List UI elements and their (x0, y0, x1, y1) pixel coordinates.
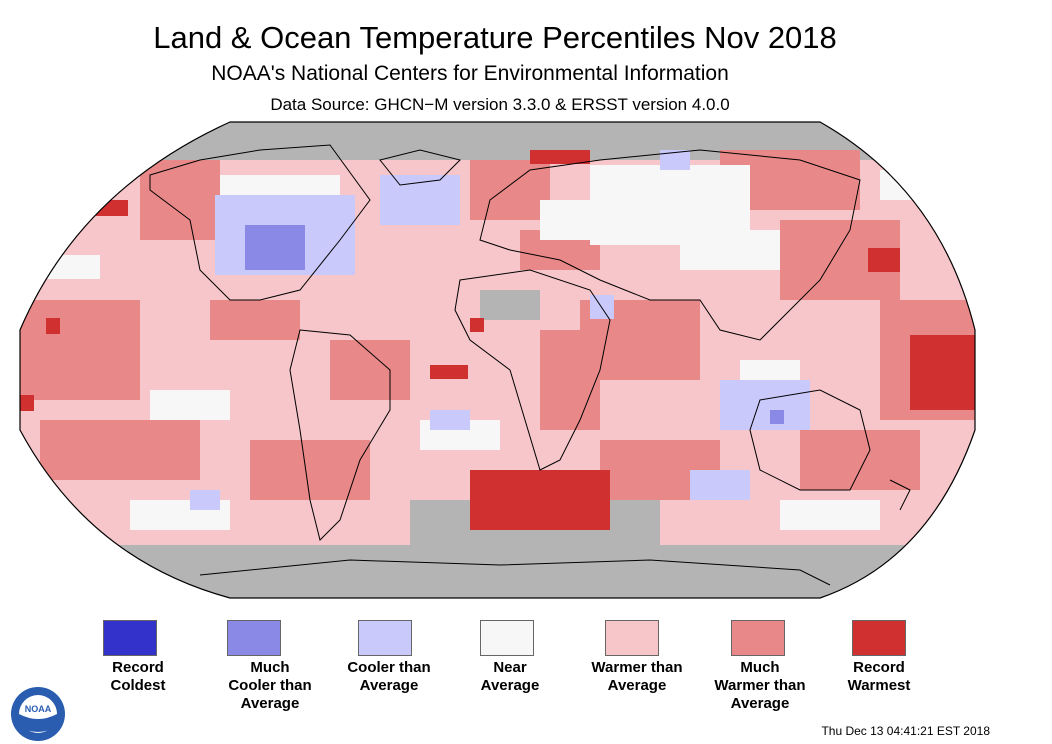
record-warm-cell (868, 248, 900, 272)
missing-sahara (480, 290, 540, 320)
cooler-cell (190, 490, 220, 510)
legend-label-cooler: Cooler than Average (347, 659, 431, 694)
legend-swatch-near-average (480, 620, 534, 656)
australia-outline (749, 389, 871, 491)
legend-label-much-cooler: Much Cooler than Average (228, 659, 312, 712)
near-average-cell (680, 230, 780, 270)
legend-label-near-average: Near Average (480, 659, 540, 694)
near-average-cell (780, 500, 880, 530)
new-zealand-outline (889, 479, 911, 511)
map-subtitle: NOAA's National Centers for Environmenta… (211, 62, 729, 85)
africa-outline (454, 269, 611, 471)
cooler-cell (430, 410, 470, 430)
globe-border (19, 121, 976, 599)
much-warmer-cell (210, 300, 300, 340)
map-title: Land & Ocean Temperature Percentiles Nov… (153, 20, 837, 55)
near-average-cell (150, 390, 230, 420)
much-warmer-cell (540, 330, 600, 430)
legend-swatch-warmer (605, 620, 659, 656)
legend-label-much-warmer: Much Warmer than Average (714, 659, 806, 712)
greenland-outline (379, 149, 461, 186)
much-cooler-cell (245, 225, 305, 270)
legend-label-record-coldest: Record Coldest (110, 659, 166, 694)
much-warmer-cell (40, 420, 200, 480)
cooler-cell (690, 470, 750, 500)
legend-label-warmer: Warmer than Average (591, 659, 683, 694)
near-average-cell (540, 200, 600, 240)
legend-swatch-record-warmest (852, 620, 906, 656)
near-average-cell (30, 255, 100, 279)
legend-swatch-cooler (358, 620, 412, 656)
much-warmer-cell (140, 160, 220, 240)
data-source: Data Source: GHCN−M version 3.3.0 & ERSS… (270, 95, 730, 114)
legend-swatch-record-coldest (103, 620, 157, 656)
record-warm-cell (470, 318, 484, 332)
svg-text:NOAA: NOAA (25, 704, 52, 714)
cooler-cell (720, 380, 810, 430)
much-warmer-cell (330, 340, 410, 400)
anomaly-cells (20, 122, 975, 598)
record-warm-cell (430, 365, 468, 379)
cooler-cell (380, 175, 460, 225)
much-warmer-cell (250, 440, 370, 500)
record-warm-cell (20, 395, 34, 411)
record-warm-cell (530, 150, 590, 164)
much-warmer-cell (470, 160, 550, 220)
much-warmer-cell (20, 300, 140, 400)
noaa-logo-icon: NOAA (11, 687, 65, 741)
legend-swatch-much-warmer (731, 620, 785, 656)
record-warm-cell (46, 318, 60, 334)
record-warm-cell (470, 470, 610, 530)
eurasia-outline (479, 149, 861, 341)
south-america-outline (289, 329, 391, 541)
much-warmer-cell (800, 430, 920, 490)
legend-swatch-much-cooler (227, 620, 281, 656)
antarctica-outline (199, 559, 831, 586)
north-america-outline (149, 144, 371, 301)
legend-label-record-warmest: Record Warmest (847, 659, 911, 694)
record-warm-cell (910, 335, 975, 410)
cooler-cell (660, 150, 690, 170)
record-warm-cell (96, 200, 128, 216)
timestamp: Thu Dec 13 04:41:21 EST 2018 (821, 724, 990, 738)
cooler-cell (590, 295, 614, 319)
much-cooler-cell (770, 410, 784, 424)
coastlines (149, 144, 911, 586)
